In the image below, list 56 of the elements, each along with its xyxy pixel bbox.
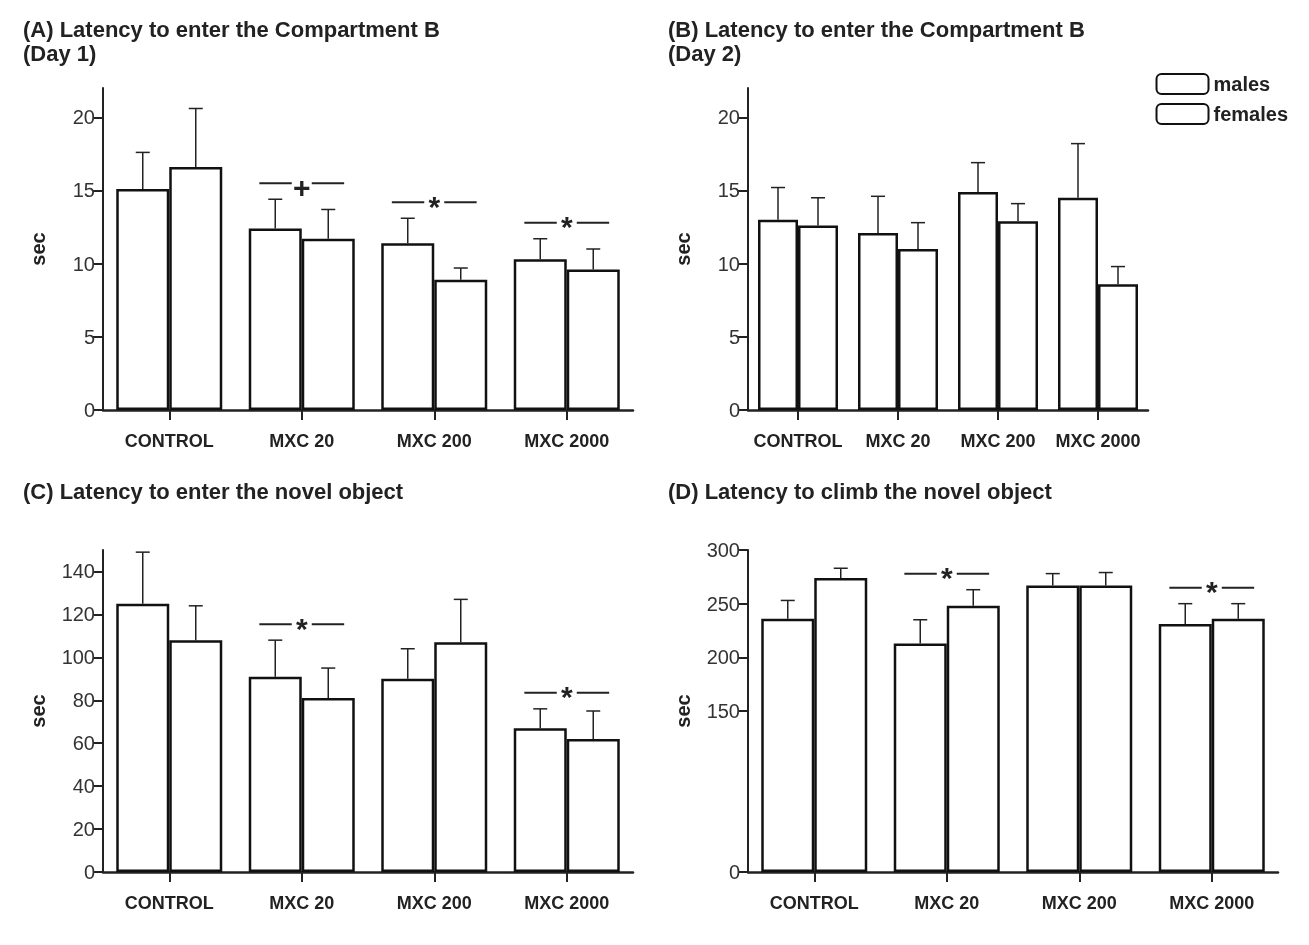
x-tick-label: CONTROL [124, 431, 214, 451]
x-tick-label: MXC 20 [269, 431, 335, 451]
y-tick-label: 100 [61, 646, 95, 669]
y-tick-label: 0 [728, 399, 740, 421]
y-tick-label: 15 [72, 179, 95, 202]
chart-title: (A) Latency to enter the Compartment B (Day 1) [23, 16, 440, 66]
y-tick-label: 10 [72, 252, 95, 275]
legend-label: males [1213, 73, 1271, 95]
annotation: + [292, 170, 311, 204]
x-tick-label: MXC 200 [1041, 893, 1117, 913]
y-tick-label: 150 [706, 700, 740, 722]
x-tick-label: MXC 2000 [524, 893, 610, 913]
y-tick-label: 20 [72, 106, 95, 129]
annotation: * [428, 189, 441, 223]
x-tick-label: MXC 200 [960, 431, 1036, 451]
y-tick-label: 0 [83, 861, 95, 883]
annotation: * [940, 561, 953, 595]
chart-title: (B) Latency to enter the Compartment B (Day 2) [668, 16, 1085, 66]
x-tick-label: CONTROL [769, 893, 859, 913]
y-axis-title: sec [672, 232, 694, 266]
x-tick-label: CONTROL [124, 893, 214, 913]
y-axis-title: sec [27, 694, 49, 728]
chart-title: (D) Latency to climb the novel object [668, 478, 1053, 504]
legend-label: females [1213, 103, 1289, 125]
y-tick-label: 5 [728, 325, 740, 348]
x-tick-label: CONTROL [753, 431, 843, 451]
y-tick-label: 5 [83, 325, 95, 348]
y-tick-label: 300 [706, 539, 740, 561]
y-tick-label: 250 [706, 592, 740, 615]
x-tick-label: MXC 2000 [524, 431, 610, 451]
x-tick-label: MXC 2000 [1169, 893, 1255, 913]
y-tick-label: 20 [72, 818, 95, 841]
annotation: * [560, 210, 573, 244]
y-tick-label: 60 [72, 732, 95, 755]
x-tick-label: MXC 20 [269, 893, 335, 913]
x-tick-label: MXC 2000 [1055, 431, 1141, 451]
x-tick-label: MXC 20 [865, 431, 931, 451]
y-tick-label: 0 [83, 399, 95, 421]
annotation: * [560, 680, 573, 714]
annotation: * [1205, 575, 1218, 609]
y-tick-label: 10 [717, 252, 740, 275]
x-tick-label: MXC 20 [914, 893, 980, 913]
y-axis-title: sec [672, 694, 694, 728]
y-axis-title: sec [27, 232, 49, 266]
y-tick-label: 140 [61, 560, 95, 583]
annotation: * [295, 611, 308, 645]
x-tick-label: MXC 200 [396, 431, 472, 451]
y-tick-label: 0 [728, 861, 740, 883]
chart-title: (C) Latency to enter the novel object [23, 478, 404, 504]
y-tick-label: 120 [61, 603, 95, 626]
y-tick-label: 15 [717, 179, 740, 202]
y-tick-label: 200 [706, 646, 740, 669]
y-tick-label: 40 [72, 775, 95, 798]
x-tick-label: MXC 200 [396, 893, 472, 913]
y-tick-label: 20 [717, 106, 740, 129]
y-tick-label: 80 [72, 689, 95, 712]
